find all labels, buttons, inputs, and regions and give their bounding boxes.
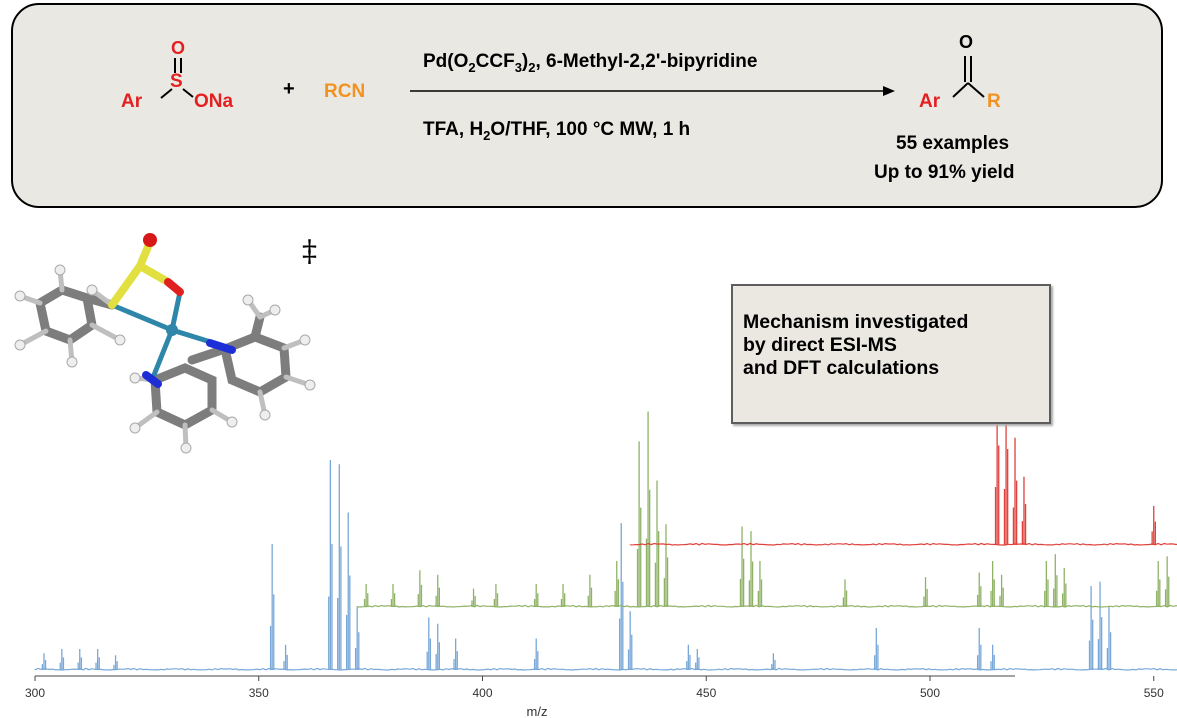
spectrum-peak bbox=[990, 644, 995, 670]
mechanism-note-line-2: by direct ESI-MS bbox=[743, 334, 897, 356]
spectrum-peak bbox=[618, 523, 624, 670]
s-ona-bond bbox=[182, 88, 194, 98]
spectrum-peak bbox=[1012, 437, 1018, 545]
x-axis-tick-label: 300 bbox=[25, 686, 45, 700]
mechanism-note-line-1: Mechanism investigated bbox=[743, 311, 969, 333]
transition-state-molecule-icon bbox=[14, 233, 316, 454]
conditions-catalyst: Pd(O2CCF3)2, 6-Methyl-2,2'-bipyridine bbox=[423, 51, 758, 75]
spectrum-peak bbox=[471, 588, 476, 607]
spectrum-peak bbox=[842, 579, 848, 607]
spectrum-peak bbox=[757, 561, 763, 607]
spectrum-peak bbox=[636, 441, 642, 607]
x-axis-tick-label: 450 bbox=[696, 686, 716, 700]
spectrum-peak bbox=[453, 638, 458, 670]
ketone-r: R bbox=[987, 91, 1001, 112]
transition-state-dagger: ‡ bbox=[302, 234, 317, 269]
spectrum-peak bbox=[1053, 554, 1058, 607]
spectrum-peak bbox=[614, 561, 619, 607]
sulfinate-ona: ONa bbox=[194, 91, 234, 112]
spectrum-peak bbox=[1088, 586, 1094, 670]
spectrum-baseline-3 bbox=[629, 542, 1177, 546]
spectrum-peak bbox=[95, 649, 100, 670]
sulfinate-o: O bbox=[171, 38, 186, 58]
spectrum-peak bbox=[435, 574, 440, 607]
x-axis-tick-label: 350 bbox=[249, 686, 269, 700]
c-r-bond bbox=[967, 82, 985, 98]
nitrile-rcn: RCN bbox=[324, 81, 366, 102]
spectrum-peak bbox=[346, 512, 351, 670]
spectrum-peak bbox=[417, 570, 423, 607]
scheme-bonds bbox=[160, 56, 985, 99]
spectrum-peak bbox=[1164, 556, 1170, 607]
spectrum-peak bbox=[686, 644, 691, 670]
x-axis-tick-label: 500 bbox=[920, 686, 940, 700]
mechanism-note-box: Mechanism investigated by direct ESI-MS … bbox=[731, 284, 1051, 424]
spectrum-peak bbox=[771, 653, 776, 670]
ar-c-bond bbox=[952, 82, 969, 98]
conditions-solvent: TFA, H2O/THF, 100 °C MW, 1 h bbox=[423, 119, 691, 143]
spectrum-peak bbox=[533, 584, 539, 607]
x-axis-tick-label: 550 bbox=[1144, 686, 1164, 700]
spectrum-peak bbox=[269, 544, 275, 670]
ketone-o: O bbox=[959, 32, 974, 52]
sulfinate-s: S bbox=[170, 71, 183, 92]
spectrum-peak bbox=[1044, 561, 1049, 607]
spectrum-peak bbox=[627, 611, 633, 670]
spectrum-peak bbox=[493, 584, 499, 607]
x-axis-label: m/z bbox=[527, 704, 548, 718]
spectrum-peak bbox=[645, 411, 651, 607]
spectrum-peak bbox=[533, 638, 539, 670]
spectrum-peak bbox=[748, 531, 754, 607]
spectrum-peak bbox=[923, 577, 928, 607]
spectrum-peak bbox=[663, 524, 669, 607]
ketone-ar: Ar bbox=[919, 91, 941, 112]
spectrum-peak bbox=[1151, 506, 1156, 545]
reaction-arrow-head bbox=[883, 86, 895, 96]
spectrum-peak bbox=[59, 649, 65, 670]
max-yield: Up to 91% yield bbox=[874, 162, 1015, 183]
spectrum-peak bbox=[587, 574, 593, 607]
spectrum-peak bbox=[41, 653, 47, 670]
plus-sign: + bbox=[283, 78, 295, 100]
spectrum-peak bbox=[976, 628, 982, 670]
spectrum-peak bbox=[77, 649, 82, 670]
spectrum-peak bbox=[283, 644, 288, 670]
x-axis-tick-label: 400 bbox=[472, 686, 492, 700]
spectrum-peak bbox=[1106, 607, 1112, 670]
examples-count: 55 examples bbox=[896, 133, 1010, 154]
spectrum-peak bbox=[354, 607, 360, 670]
spectrum-peak bbox=[337, 464, 342, 670]
spectrum-peak bbox=[426, 617, 432, 670]
spectrum-peak bbox=[560, 584, 566, 607]
sulfinate-ar: Ar bbox=[121, 91, 143, 112]
spectrum-peak bbox=[874, 628, 879, 670]
spectrum-peak bbox=[363, 584, 369, 607]
mechanism-note-line-3: and DFT calculations bbox=[743, 357, 940, 379]
spectrum-peak bbox=[739, 526, 745, 607]
spectrum-peak bbox=[695, 649, 700, 670]
ar-s-bond bbox=[160, 88, 173, 99]
spectrum-peak bbox=[1097, 581, 1103, 670]
spectrum-peak bbox=[328, 460, 333, 670]
spectrum-peak bbox=[1021, 476, 1027, 545]
spectrum-peak bbox=[390, 584, 396, 607]
spectrum-peak bbox=[1062, 567, 1067, 607]
spectrum-peak bbox=[113, 655, 118, 670]
spectrum-peak bbox=[990, 561, 995, 607]
spectrum-peak bbox=[999, 574, 1004, 607]
spectrum-baseline-1 bbox=[34, 667, 1177, 671]
spectrum-peak bbox=[976, 572, 982, 607]
reaction-scheme-panel: Ar S O ONa + RCN Pd(O2CCF3)2, 6-Methyl-2… bbox=[11, 3, 1163, 208]
spectrum-peak bbox=[1155, 561, 1161, 607]
spectrum-peak bbox=[435, 623, 440, 670]
